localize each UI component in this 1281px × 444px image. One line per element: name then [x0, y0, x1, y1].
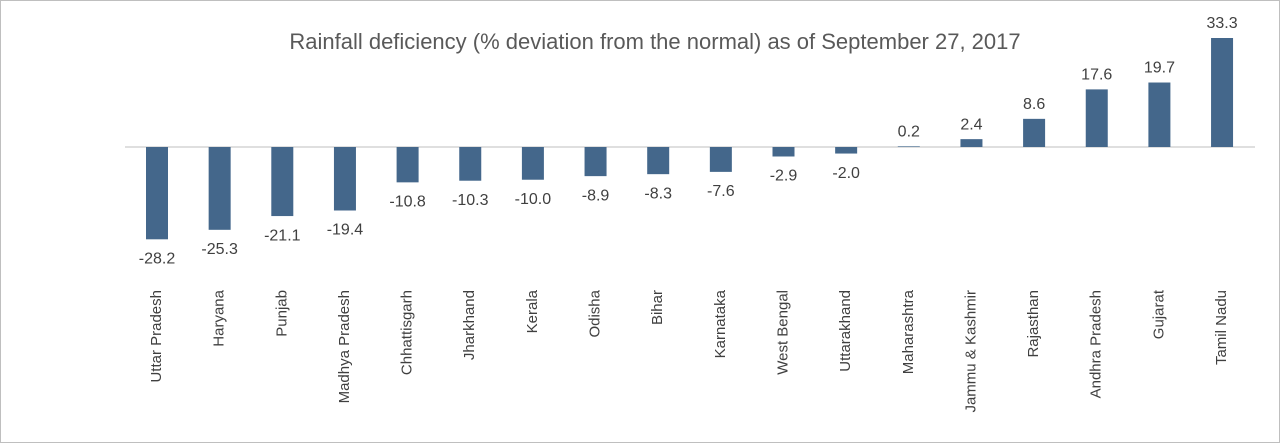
- bar: [333, 147, 356, 211]
- data-label: 33.3: [1206, 15, 1237, 32]
- bar: [396, 147, 419, 183]
- x-tick-label: Uttarakhand: [837, 290, 854, 372]
- data-label: -2.9: [770, 168, 798, 185]
- data-label: -10.3: [452, 192, 489, 209]
- data-label: -10.8: [389, 194, 426, 211]
- bar: [459, 147, 482, 181]
- bar: [146, 147, 168, 240]
- bar: [271, 147, 294, 217]
- x-tick-label: Haryana: [211, 289, 228, 346]
- x-tick-label: Gujarat: [1150, 289, 1167, 339]
- data-label: -7.6: [707, 183, 735, 200]
- bar: [709, 147, 732, 172]
- data-label: 0.2: [898, 124, 920, 141]
- bar: [521, 147, 544, 180]
- bar: [897, 146, 920, 147]
- x-tick-label: Rajasthan: [1025, 290, 1042, 358]
- x-tick-label: Jammu & Kashmir: [962, 290, 979, 413]
- data-label: -25.3: [201, 241, 238, 258]
- x-tick-label: Karnataka: [712, 289, 729, 358]
- bar: [208, 147, 231, 230]
- data-label: -8.3: [644, 185, 672, 202]
- bar: [584, 147, 607, 177]
- x-tick-label: Bihar: [649, 290, 666, 325]
- x-tick-label: West Bengal: [774, 290, 791, 375]
- data-label: -2.0: [832, 165, 860, 182]
- x-tick-label: Odisha: [587, 289, 604, 337]
- x-tick-label: Chhattisgarh: [399, 290, 416, 375]
- bar: [772, 147, 795, 157]
- data-label: -10.0: [515, 191, 552, 208]
- x-tick-label: Jharkhand: [461, 290, 478, 360]
- bar: [835, 147, 858, 154]
- bar: [647, 147, 670, 175]
- data-label: 2.4: [960, 116, 982, 133]
- bar: [1023, 118, 1046, 147]
- data-label: -19.4: [327, 222, 364, 239]
- bar: [1148, 82, 1171, 147]
- x-tick-label: Andhra Pradesh: [1088, 290, 1105, 398]
- data-label: -21.1: [264, 227, 301, 244]
- data-label: 8.6: [1023, 96, 1045, 113]
- data-label: -8.9: [582, 187, 610, 204]
- chart-title: Rainfall deficiency (% deviation from th…: [289, 29, 1021, 54]
- data-label: 17.6: [1081, 67, 1112, 84]
- bar: [1085, 89, 1108, 147]
- x-tick-label: Uttar Pradesh: [148, 290, 165, 383]
- bar: [1211, 38, 1234, 147]
- data-label: 19.7: [1144, 60, 1175, 77]
- data-label: -28.2: [139, 251, 176, 268]
- bar: [960, 139, 983, 147]
- x-tick-label: Tamil Nadu: [1213, 290, 1230, 365]
- x-tick-label: Punjab: [273, 290, 290, 337]
- x-tick-label: Maharashtra: [900, 289, 917, 374]
- x-tick-label: Kerala: [524, 289, 541, 333]
- x-tick-label: Madhya Pradesh: [336, 290, 353, 403]
